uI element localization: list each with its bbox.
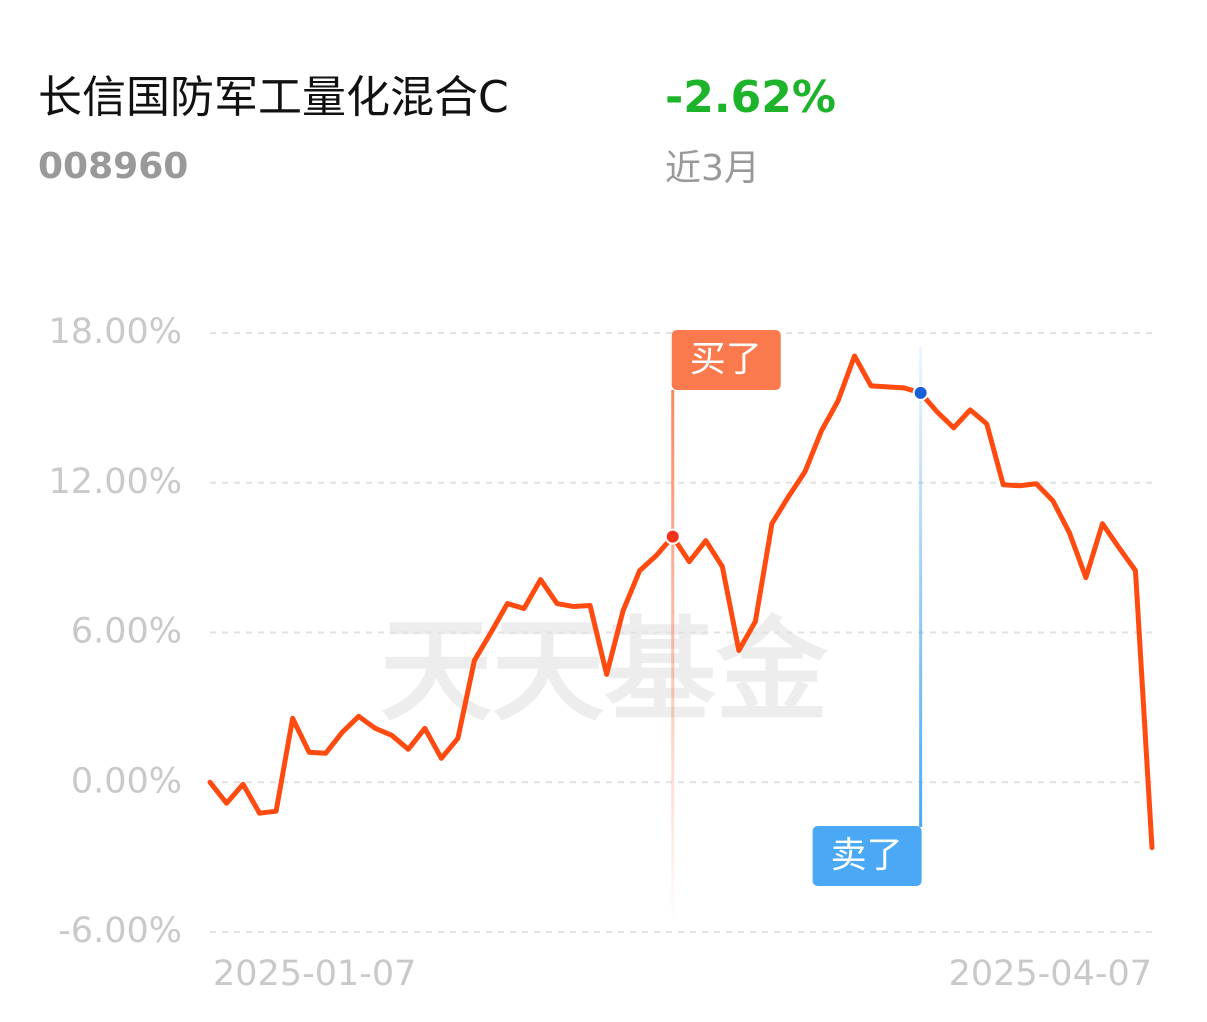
trade-label-box bbox=[671, 330, 781, 390]
return: -2.62% bbox=[665, 72, 836, 123]
fund-title: 长信国防军工量化混合C bbox=[38, 72, 509, 123]
y-tick-label: 6.00% bbox=[71, 612, 182, 652]
trade-point bbox=[912, 384, 929, 401]
trade-label-box bbox=[812, 826, 922, 886]
trade-point bbox=[664, 528, 681, 545]
x-tick-label: 2025-01-07 bbox=[213, 954, 416, 994]
y-tick-label: 18.00% bbox=[49, 312, 182, 352]
series-line bbox=[207, 353, 1155, 851]
x-tick-label: 2025-04-07 bbox=[949, 954, 1152, 994]
y-tick-label: 12.00% bbox=[49, 462, 182, 502]
period: 近3月 bbox=[665, 148, 760, 189]
sell-line bbox=[919, 347, 923, 827]
fund-code: 008960 bbox=[38, 146, 188, 187]
trade-label: 卖了 bbox=[831, 835, 903, 876]
y-tick-label: 0.00% bbox=[71, 761, 182, 801]
trade-label: 买了 bbox=[690, 339, 762, 380]
y-tick-label: -6.00% bbox=[58, 911, 182, 951]
buy-line bbox=[671, 390, 675, 925]
